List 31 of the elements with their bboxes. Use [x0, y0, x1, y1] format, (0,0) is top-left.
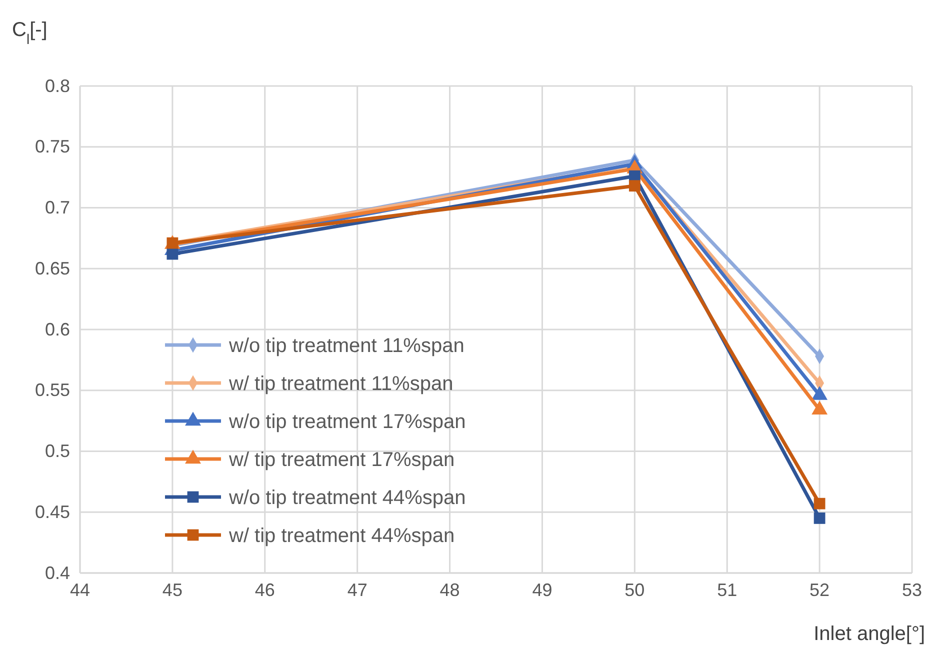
legend-label: w/o tip treatment 17%span — [228, 411, 466, 433]
x-axis-title: Inlet angle[°] — [814, 623, 925, 645]
legend-label: w/o tip treatment 44%span — [228, 487, 466, 509]
legend-label: w/ tip treatment 17%span — [228, 449, 455, 471]
legend-label: w/ tip treatment 44%span — [228, 525, 455, 547]
point — [628, 180, 640, 192]
y-tick-label: 0.55 — [34, 380, 70, 400]
y-tick-label: 0.8 — [44, 76, 70, 96]
x-tick-label: 46 — [254, 580, 275, 600]
y-tick-label: 0.45 — [34, 502, 70, 522]
legend-label: w/ tip treatment 11%span — [228, 373, 454, 395]
point — [814, 498, 826, 510]
x-tick-label: 44 — [70, 580, 90, 600]
x-tick-label: 52 — [810, 580, 830, 600]
y-tick-label: 0.7 — [44, 198, 70, 218]
y-tick-label: 0.5 — [44, 441, 70, 462]
x-tick-label: 53 — [902, 580, 922, 600]
legend-label: w/o tip treatment 11%span — [228, 335, 464, 357]
x-tick-label: 45 — [162, 580, 182, 600]
y-tick-label: 0.6 — [44, 319, 70, 340]
x-tick-label: 51 — [717, 580, 738, 600]
x-tick-label: 48 — [440, 580, 460, 600]
x-tick-label: 49 — [532, 580, 552, 600]
y-tick-label: 0.75 — [34, 136, 70, 157]
x-tick-label: 50 — [624, 580, 645, 600]
y-tick-label: 0.4 — [44, 562, 70, 583]
y-tick-label: 0.65 — [34, 258, 70, 278]
point — [166, 248, 178, 260]
point — [814, 512, 826, 524]
x-tick-label: 47 — [347, 580, 368, 600]
y-axis-title: C$_{l}$[-] — [12, 19, 48, 47]
